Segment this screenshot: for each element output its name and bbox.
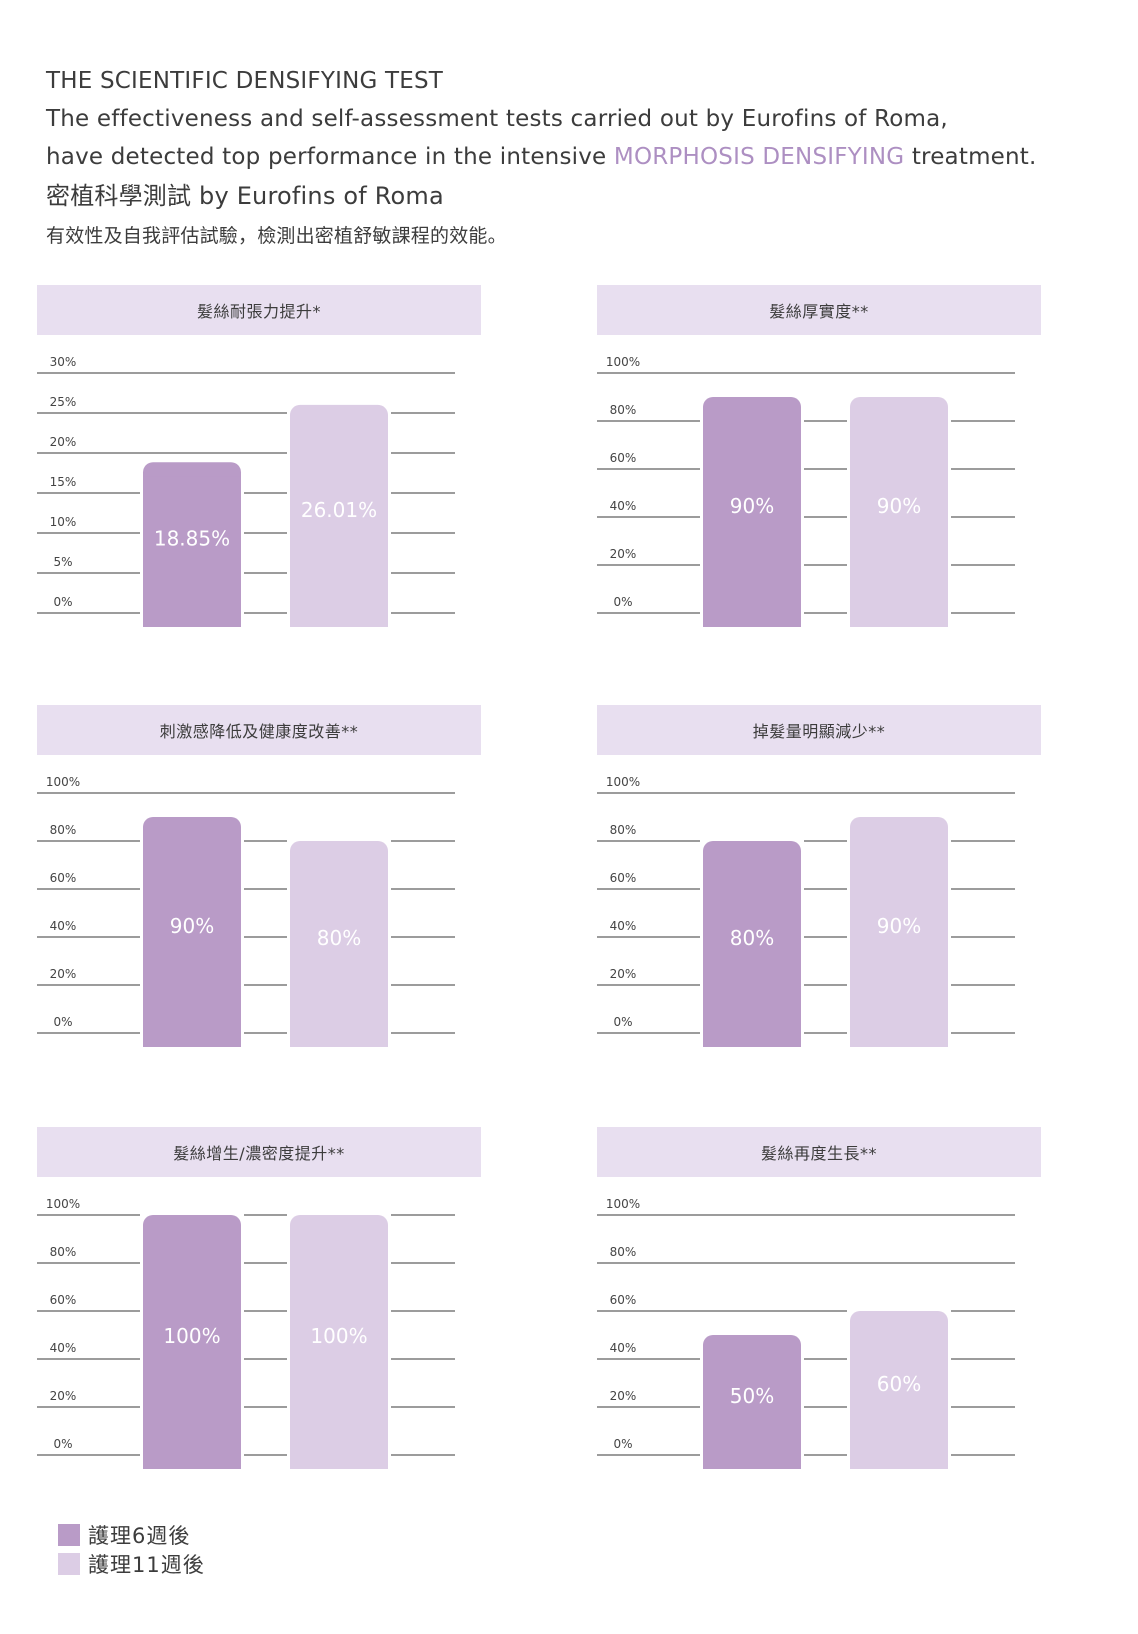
chart-plot: 0% 20% 40% 60% 80% 100% 100% 100% bbox=[37, 1197, 455, 1469]
bar-value-label: 60% bbox=[877, 1372, 921, 1396]
legend-label: 護理6週後 bbox=[88, 1523, 191, 1548]
chart-hair-thickness: 髮絲厚實度** 0% 20% 40% 60% 80% 100% 90% 90% bbox=[597, 285, 1047, 635]
y-tick-label: 0% bbox=[53, 1437, 72, 1451]
bar-body bbox=[703, 1349, 801, 1469]
y-tick-label: 0% bbox=[613, 595, 632, 609]
bar-body bbox=[703, 855, 801, 1047]
bar-value-label: 90% bbox=[170, 914, 214, 938]
zh-title: 密植科學測試 by Eurofins of Roma bbox=[46, 182, 444, 210]
zh-subtitle: 有效性及自我評估試驗，檢測出密植舒敏課程的效能。 bbox=[46, 225, 507, 247]
legend-swatch bbox=[58, 1552, 80, 1575]
bar-value-label: 50% bbox=[730, 1384, 774, 1408]
y-tick-label: 100% bbox=[46, 1197, 80, 1211]
y-tick-label: 20% bbox=[50, 1389, 77, 1403]
chart-plot: 0% 20% 40% 60% 80% 100% 80% 90% bbox=[597, 775, 1015, 1047]
y-tick-label: 40% bbox=[50, 1341, 77, 1355]
y-tick-label: 80% bbox=[50, 1245, 77, 1259]
bar-body bbox=[290, 418, 388, 627]
bar-body bbox=[703, 411, 801, 627]
y-tick-label: 25% bbox=[50, 395, 77, 409]
bar-value-label: 90% bbox=[730, 494, 774, 518]
y-tick-label: 0% bbox=[613, 1437, 632, 1451]
y-tick-label: 60% bbox=[50, 1293, 77, 1307]
chart-title: 刺激感降低及健康度改善** bbox=[37, 705, 481, 755]
chart-title: 掉髮量明顯減少** bbox=[597, 705, 1041, 755]
bar-value-label: 90% bbox=[877, 914, 921, 938]
y-tick-label: 15% bbox=[50, 475, 77, 489]
y-tick-label: 0% bbox=[53, 1015, 72, 1029]
chart-title: 髮絲再度生長** bbox=[597, 1127, 1041, 1177]
bar-body bbox=[143, 1229, 241, 1469]
y-tick-label: 5% bbox=[53, 555, 72, 569]
legend: 護理6週後 護理11週後 bbox=[58, 1520, 205, 1578]
bar-value-label: 80% bbox=[730, 926, 774, 950]
y-tick-label: 0% bbox=[613, 1015, 632, 1029]
bar-body bbox=[143, 831, 241, 1047]
bar-value-label: 100% bbox=[163, 1324, 220, 1348]
y-tick-label: 100% bbox=[606, 775, 640, 789]
bar-body bbox=[850, 831, 948, 1047]
intro-line-1: The effectiveness and self-assessment te… bbox=[46, 106, 948, 132]
bar-value-label: 18.85% bbox=[154, 527, 230, 551]
bar-body bbox=[850, 1325, 948, 1469]
product-name: MORPHOSIS DENSIFYING bbox=[613, 144, 905, 170]
y-tick-label: 20% bbox=[50, 967, 77, 981]
header: THE SCIENTIFIC DENSIFYING TEST The effec… bbox=[46, 62, 1106, 256]
y-tick-label: 0% bbox=[53, 595, 72, 609]
y-tick-label: 100% bbox=[46, 775, 80, 789]
y-tick-label: 30% bbox=[50, 355, 77, 369]
bar-body bbox=[290, 855, 388, 1047]
y-tick-label: 100% bbox=[606, 355, 640, 369]
y-tick-label: 80% bbox=[610, 1245, 637, 1259]
legend-label: 護理11週後 bbox=[88, 1552, 205, 1577]
legend-item-11-weeks: 護理11週後 bbox=[58, 1549, 205, 1578]
chart-title: 髮絲厚實度** bbox=[597, 285, 1041, 335]
y-tick-label: 20% bbox=[50, 435, 77, 449]
chart-hair-loss: 掉髮量明顯減少** 0% 20% 40% 60% 80% 100% 80% 90% bbox=[597, 705, 1047, 1055]
y-tick-label: 20% bbox=[610, 1389, 637, 1403]
chart-plot: 0% 20% 40% 60% 80% 100% 90% 90% bbox=[597, 355, 1015, 627]
y-tick-label: 40% bbox=[610, 499, 637, 513]
chart-plot: 0% 5% 10% 15% 20% 25% 30% 18.85% 26.01% bbox=[37, 355, 455, 627]
bar-value-label: 26.01% bbox=[301, 498, 377, 522]
chart-plot: 0% 20% 40% 60% 80% 100% 90% 80% bbox=[37, 775, 455, 1047]
page-title: THE SCIENTIFIC DENSIFYING TEST bbox=[46, 68, 444, 94]
y-tick-label: 60% bbox=[50, 871, 77, 885]
bar-body bbox=[290, 1229, 388, 1469]
chart-density: 髮絲增生/濃密度提升** 0% 20% 40% 60% 80% 100% 100% 100% bbox=[37, 1127, 487, 1477]
y-tick-label: 10% bbox=[50, 515, 77, 529]
bar-value-label: 90% bbox=[877, 494, 921, 518]
bar-value-label: 100% bbox=[310, 1324, 367, 1348]
chart-title: 髮絲增生/濃密度提升** bbox=[37, 1127, 481, 1177]
chart-title: 髮絲耐張力提升* bbox=[37, 285, 481, 335]
y-tick-label: 40% bbox=[610, 919, 637, 933]
intro-line-2-pre: have detected top performance in the int… bbox=[46, 144, 614, 170]
y-tick-label: 20% bbox=[610, 967, 637, 981]
intro-line-2-post: treatment. bbox=[904, 144, 1037, 170]
intro-line-2: have detected top performance in the int… bbox=[46, 138, 1106, 176]
legend-item-6-weeks: 護理6週後 bbox=[58, 1520, 205, 1549]
bar-body bbox=[143, 476, 241, 627]
y-tick-label: 60% bbox=[610, 1293, 637, 1307]
y-tick-label: 80% bbox=[610, 823, 637, 837]
y-tick-label: 60% bbox=[610, 871, 637, 885]
y-tick-label: 40% bbox=[610, 1341, 637, 1355]
y-tick-label: 80% bbox=[610, 403, 637, 417]
bar-body bbox=[850, 411, 948, 627]
y-tick-label: 100% bbox=[606, 1197, 640, 1211]
chart-tensile-strength: 髮絲耐張力提升* 0% 5% 10% 15% 20% 25% 30% 18.85% 26.01% bbox=[37, 285, 487, 635]
y-tick-label: 40% bbox=[50, 919, 77, 933]
bar-value-label: 80% bbox=[317, 926, 361, 950]
legend-swatch bbox=[58, 1523, 80, 1546]
chart-irritation-health: 刺激感降低及健康度改善** 0% 20% 40% 60% 80% 100% 90% 80% bbox=[37, 705, 487, 1055]
y-tick-label: 20% bbox=[610, 547, 637, 561]
chart-regrowth: 髮絲再度生長** 0% 20% 40% 60% 80% 100% 50% 60% bbox=[597, 1127, 1047, 1477]
y-tick-label: 60% bbox=[610, 451, 637, 465]
chart-plot: 0% 20% 40% 60% 80% 100% 50% 60% bbox=[597, 1197, 1015, 1469]
y-tick-label: 80% bbox=[50, 823, 77, 837]
